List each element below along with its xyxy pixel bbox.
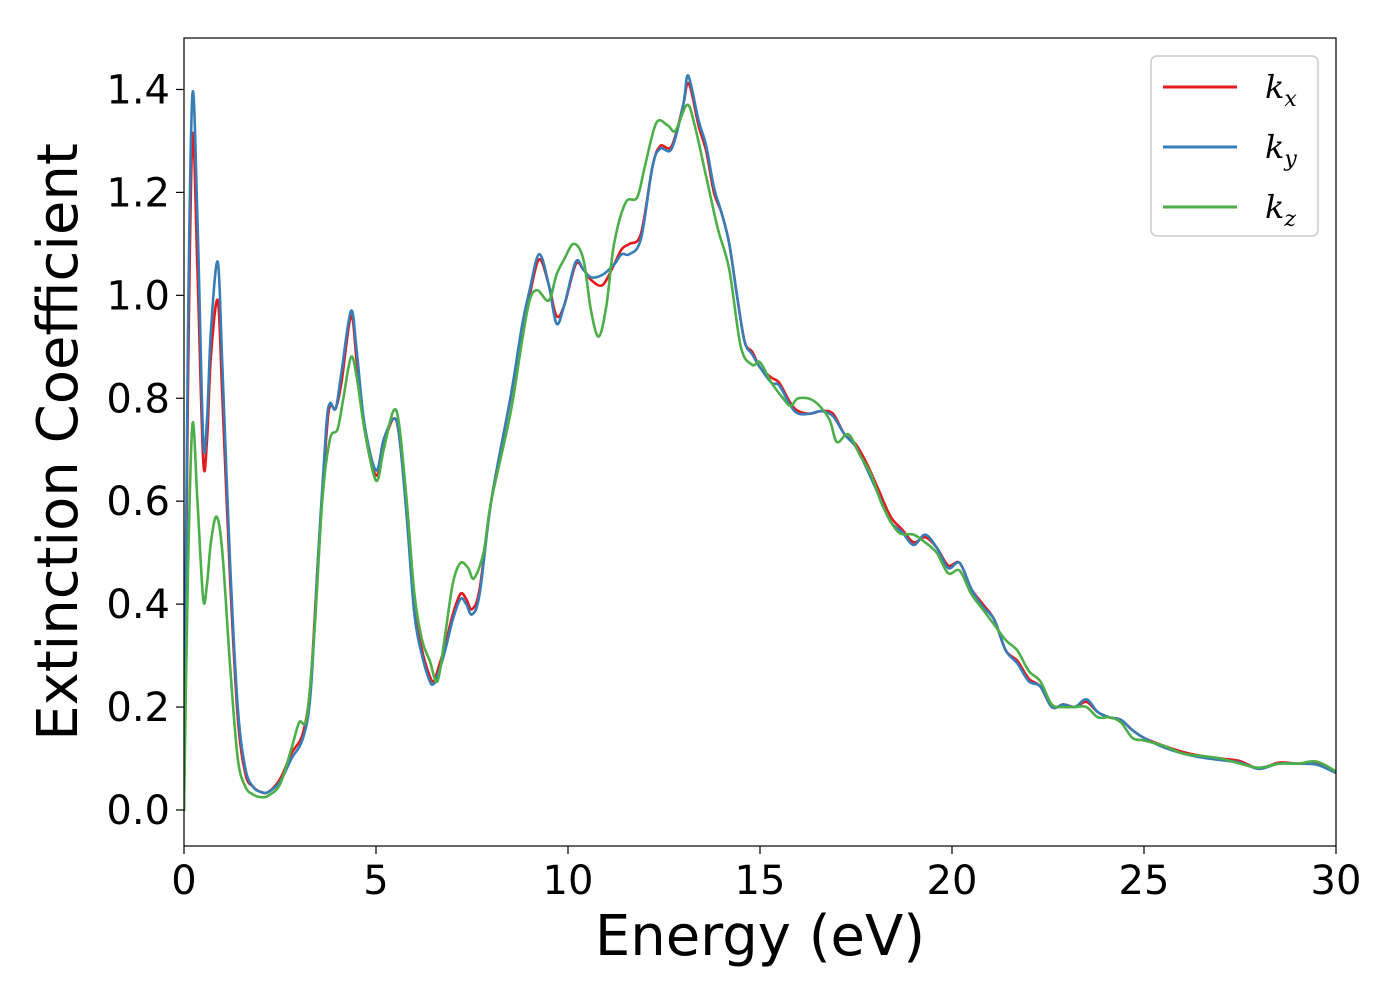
x-tick-label: 10 (543, 858, 594, 904)
y-tick-label: 1.4 (106, 67, 170, 113)
legend-label-ky: ky (1265, 128, 1297, 172)
x-tick-label: 0 (171, 858, 196, 904)
y-tick-label: 0.0 (106, 788, 170, 834)
series-layer (184, 74, 1336, 812)
y-tick-label: 1.2 (106, 170, 170, 216)
y-tick-label: 0.4 (106, 582, 170, 628)
y-axis-ticks: 0.0 0.2 0.4 0.6 0.8 1.0 1.2 1.4 (106, 67, 184, 834)
legend: kx ky kz (1150, 55, 1319, 237)
x-tick-label: 5 (363, 858, 388, 904)
y-tick-label: 0.8 (106, 376, 170, 422)
x-tick-label: 25 (1119, 858, 1170, 904)
x-tick-label: 30 (1311, 858, 1362, 904)
y-tick-label: 0.2 (106, 685, 170, 731)
series-line-kz (184, 103, 1336, 812)
x-axis-title: Energy (eV) (595, 904, 925, 969)
x-axis-ticks: 0 5 10 15 20 25 30 (171, 846, 1361, 904)
x-tick-label: 15 (735, 858, 786, 904)
legend-label-kz: kz (1265, 188, 1296, 232)
x-tick-label: 20 (927, 858, 978, 904)
y-tick-label: 0.6 (106, 479, 170, 525)
y-axis-title: Extinction Coefficient (26, 143, 91, 741)
y-tick-label: 1.0 (106, 273, 170, 319)
legend-label-kx: kx (1265, 68, 1297, 112)
